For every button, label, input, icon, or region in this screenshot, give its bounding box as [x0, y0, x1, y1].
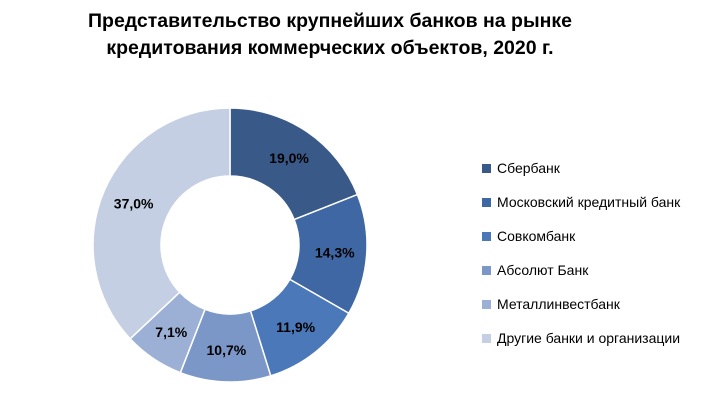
legend-swatch — [482, 232, 491, 241]
legend-label: Абсолют Банк — [497, 262, 589, 278]
legend-label: Металлинвестбанк — [497, 296, 620, 312]
donut-slice-1 — [229, 107, 359, 221]
legend-item-3: Совкомбанк — [482, 228, 680, 262]
legend-swatch — [482, 266, 491, 275]
legend-label: Сбербанк — [497, 160, 560, 176]
slice-data-label-2: 14,3% — [315, 245, 355, 261]
slice-data-label-4: 10,7% — [207, 342, 247, 358]
legend-label: Московский кредитный банк — [497, 194, 681, 210]
legend-swatch — [482, 300, 491, 309]
legend-item-2: Московский кредитный банк — [482, 194, 680, 228]
legend-swatch — [482, 334, 491, 343]
chart-legend: Сбербанк Московский кредитный банк Совкомб… — [482, 160, 680, 364]
legend-item-1: Сбербанк — [482, 160, 680, 194]
legend-label: Совкомбанк — [497, 228, 576, 244]
slice-data-label-3: 11,9% — [276, 319, 315, 335]
legend-swatch — [482, 198, 491, 207]
slice-data-label-5: 7,1% — [155, 324, 187, 340]
legend-item-5: Металлинвестбанк — [482, 296, 680, 330]
donut-slice-6 — [92, 107, 231, 340]
legend-item-6: Другие банки и организации — [482, 330, 680, 364]
slice-data-label-1: 19,0% — [269, 150, 309, 166]
chart-title-line-2: кредитования коммерческих объектов, 2020… — [106, 37, 554, 59]
legend-label: Другие банки и организации — [497, 330, 681, 346]
legend-item-4: Абсолют Банк — [482, 262, 680, 296]
legend-swatch — [482, 164, 491, 173]
slice-data-label-6: 37,0% — [114, 195, 154, 211]
chart-title-line-1: Представительство крупнейших банков на р… — [88, 10, 572, 32]
chart-title: Представительство крупнейших банков на р… — [0, 8, 660, 62]
